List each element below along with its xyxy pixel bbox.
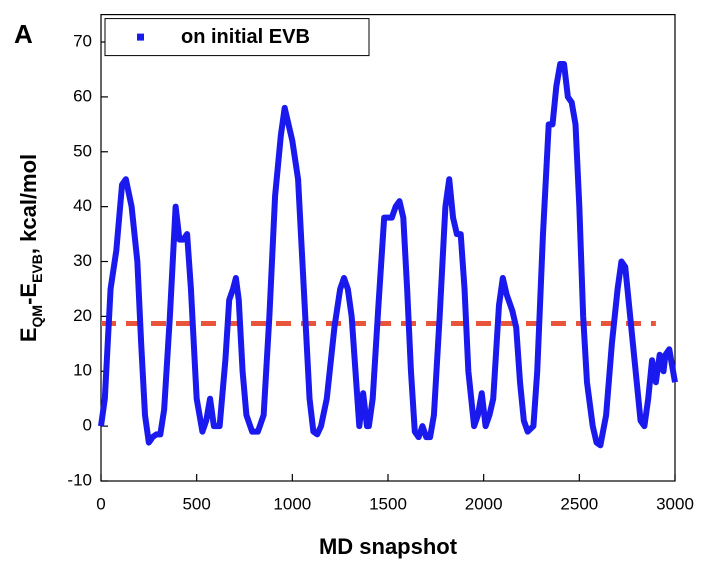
- x-tick-label: 2000: [465, 494, 503, 513]
- x-tick-label: 3000: [656, 494, 694, 513]
- x-tick-label: 0: [96, 494, 105, 513]
- y-tick-label: 60: [73, 86, 92, 105]
- y-tick-label: 0: [83, 416, 92, 435]
- x-tick-label: 1500: [369, 494, 407, 513]
- panel-label: A: [14, 19, 33, 49]
- y-tick-label: -10: [67, 470, 92, 489]
- y-tick-label: 70: [73, 32, 92, 51]
- y-axis-label-part: -E: [16, 283, 41, 305]
- legend-box: [104, 18, 370, 57]
- data-line: [98, 60, 678, 449]
- y-axis-label-part: , kcal/mol: [16, 154, 41, 254]
- x-axis-label: MD snapshot: [319, 534, 458, 559]
- y-tick-label: 40: [73, 196, 92, 215]
- x-tick-label: 500: [182, 494, 210, 513]
- y-axis-label-part: EVB: [29, 254, 45, 283]
- y-axis-label-part: QM: [29, 305, 45, 328]
- y-tick-label: 10: [73, 361, 92, 380]
- y-tick-label: 20: [73, 306, 92, 325]
- y-tick-label: 30: [73, 251, 92, 270]
- x-tick-label: 1000: [273, 494, 311, 513]
- x-tick-label: 2500: [560, 494, 598, 513]
- y-tick-label: 50: [73, 141, 92, 160]
- y-axis-label-part: E: [16, 327, 41, 342]
- legend-marker: [137, 33, 144, 41]
- legend-label: on initial EVB: [181, 26, 310, 48]
- y-axis-label: EQM-EEVB, kcal/mol: [16, 154, 45, 342]
